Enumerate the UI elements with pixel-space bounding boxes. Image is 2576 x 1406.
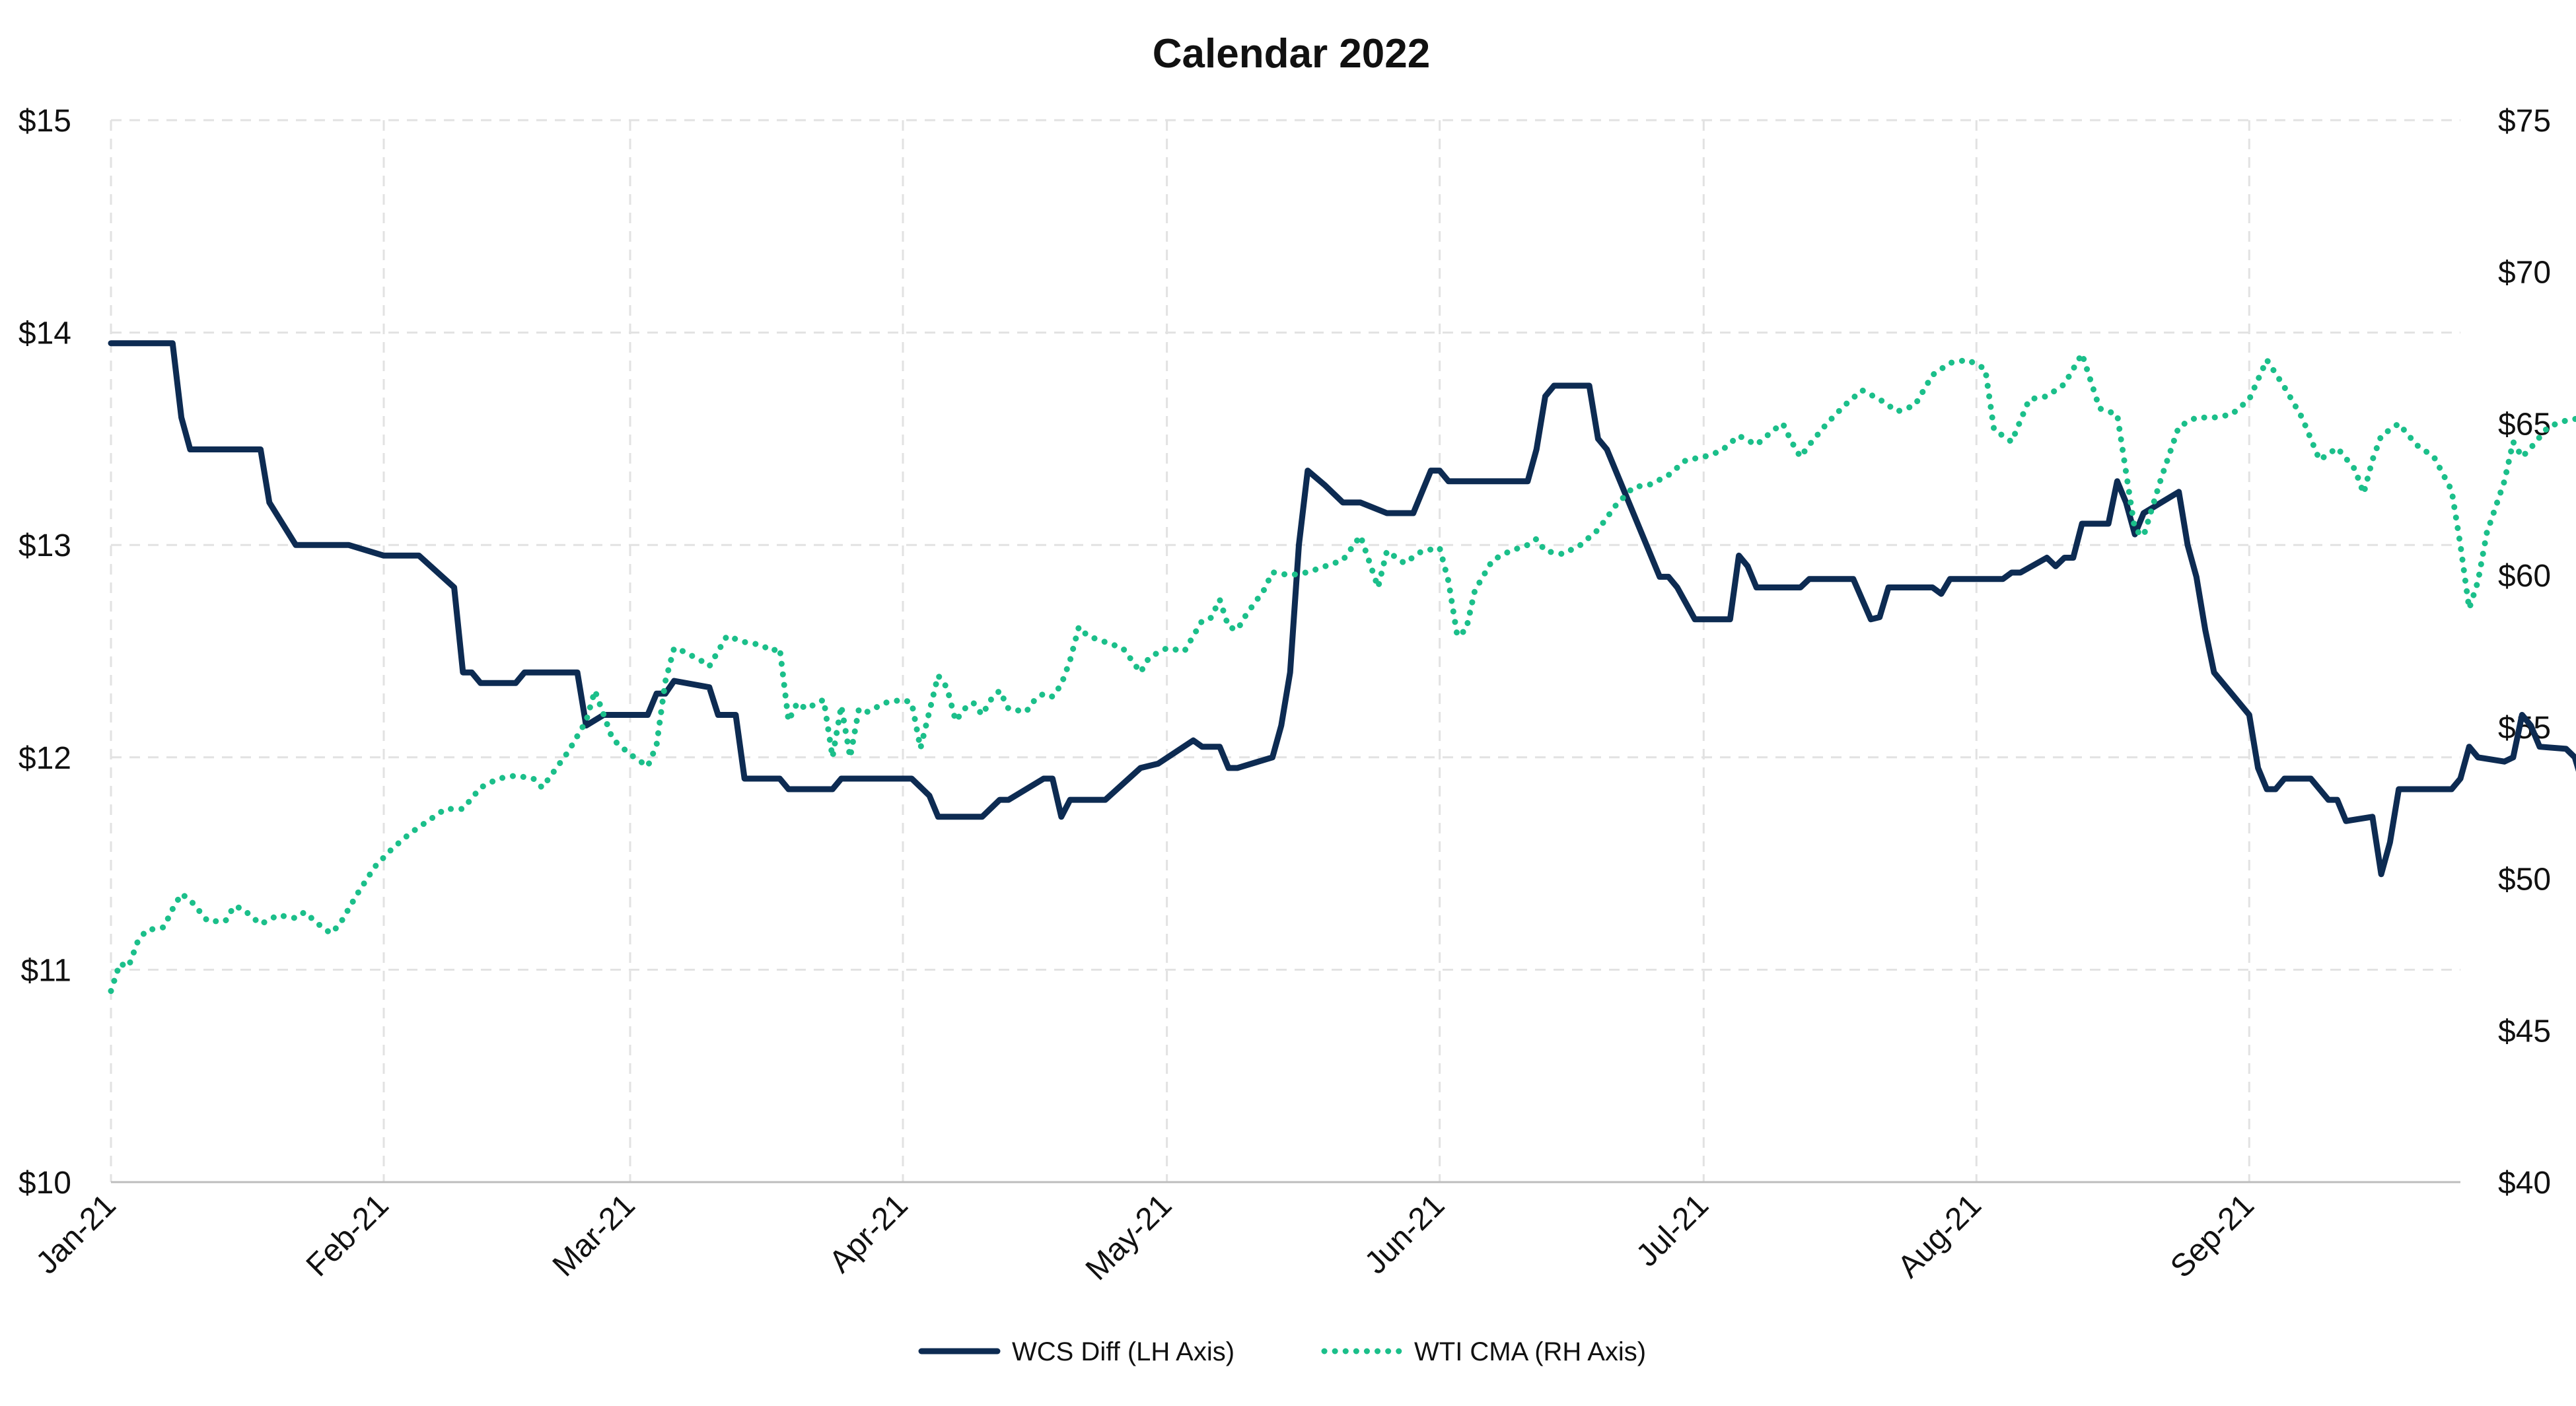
x-tick-label: Apr-21 [822,1187,914,1279]
wti-cma-series-line [108,351,2576,995]
right-y-tick-label: $50 [2498,862,2551,897]
x-tick-label: May-21 [1079,1187,1179,1287]
x-tick-label: Feb-21 [300,1187,396,1283]
right-y-tick-label: $45 [2498,1014,2551,1049]
right-y-tick-label: $60 [2498,559,2551,594]
gridlines [110,119,2460,1183]
left-y-tick-label: $10 [18,1166,71,1201]
legend-label: WTI CMA (RH Axis) [1414,1337,1646,1366]
legend: WCS Diff (LH Axis) WTI CMA (RH Axis) [918,1337,1646,1366]
left-y-tick-label: $15 [18,104,71,139]
x-tick-label: Sep-21 [2164,1187,2261,1284]
x-tick-label: Mar-21 [546,1187,642,1283]
right-y-tick-label: $40 [2498,1166,2551,1201]
wcs-diff-series-line [108,340,2576,878]
x-tick-label: Jan-21 [30,1187,123,1281]
left-y-tick-label: $12 [18,741,71,776]
x-tick-label: Aug-21 [1891,1187,1988,1284]
left-y-tick-label: $13 [18,528,71,563]
x-tick-label: Jul-21 [1629,1187,1715,1273]
left-y-tick-label: $14 [18,316,71,351]
right-y-tick-label: $65 [2498,407,2551,442]
series-lines [108,340,2576,995]
legend-label: WCS Diff (LH Axis) [1012,1337,1234,1366]
x-tick-label: Jun-21 [1358,1187,1451,1281]
right-y-tick-label: $75 [2498,104,2551,139]
right-y-tick-label: $70 [2498,256,2551,291]
chart-title: Calendar 2022 [1153,31,1430,77]
left-y-tick-label: $11 [20,953,71,988]
